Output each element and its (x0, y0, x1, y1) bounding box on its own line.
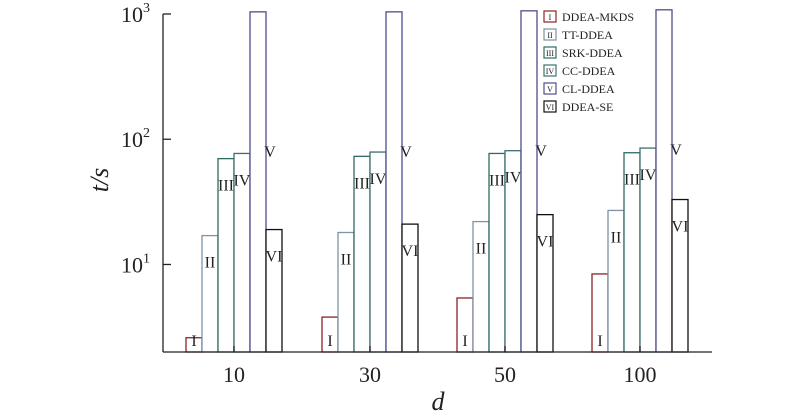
y-axis-label: t/s (85, 168, 114, 193)
bar-marker-label: IV (234, 172, 251, 189)
x-axis-label: d (432, 387, 446, 416)
x-tick-label: 50 (494, 362, 516, 387)
legend-entry-ddea-se: DDEA-SE (562, 100, 613, 114)
bar-marker-label: VI (672, 219, 689, 236)
bar-marker-label: IV (505, 170, 522, 187)
legend-swatch (543, 46, 557, 59)
y-tick-label: 102 (121, 126, 150, 152)
y-tick-exponent: 2 (143, 126, 150, 141)
legend: I DDEA-MKDS II TT-DDEA III SRK-DDEA IV CC-DDEA V… (543, 10, 634, 114)
bar-tt-ddea-10 (201, 234, 219, 353)
y-tick-label: 101 (121, 251, 150, 277)
bar-marker-label: IV (370, 171, 387, 188)
y-tick-label: 103 (121, 1, 150, 27)
bar-marker-label: I (327, 333, 332, 350)
y-tick-exponent: 3 (143, 1, 150, 16)
bar-marker-label: I (462, 333, 467, 350)
bar-marker-label: II (476, 241, 487, 258)
bar-cl-ddea-30 (385, 11, 403, 353)
legend-marker: II (547, 31, 553, 40)
bar-marker-label: III (489, 172, 505, 189)
legend-marker: VI (546, 103, 555, 112)
bar-marker-label: V (400, 144, 412, 161)
legend-entry-ddea-mkds: DDEA-MKDS (562, 10, 634, 24)
bar-marker-label: II (611, 229, 622, 246)
legend-swatch (543, 82, 557, 95)
legend-marker: I (549, 13, 552, 22)
bar-marker-label: VI (266, 249, 283, 266)
y-tick-exponent: 1 (143, 251, 150, 266)
bar-cl-ddea-100 (655, 9, 673, 353)
legend-entry-cc-ddea: CC-DDEA (562, 64, 616, 78)
bar-marker-label: V (535, 143, 547, 160)
legend-entry-srk-ddea: SRK-DDEA (562, 46, 623, 60)
x-tick-label: 10 (223, 362, 245, 387)
bar-cl-ddea-10 (249, 11, 267, 353)
legend-marker: V (547, 85, 553, 94)
bar-marker-label: I (597, 333, 602, 350)
bar-marker-label: VI (402, 243, 419, 260)
legend-swatch (543, 28, 557, 41)
legend-swatch (543, 100, 557, 113)
legend-entry-tt-ddea: TT-DDEA (562, 28, 613, 42)
x-tick-label: 100 (624, 362, 657, 387)
legend-entry-cl-ddea: CL-DDEA (562, 82, 615, 96)
legend-marker: III (546, 49, 554, 58)
legend-swatch (543, 10, 557, 23)
bar-marker-label: VI (537, 234, 554, 251)
bar-marker-label: IV (640, 167, 657, 184)
bar-marker-label: V (670, 142, 682, 159)
bar-marker-label: I (191, 333, 196, 350)
bar-marker-label: III (624, 172, 640, 189)
legend-marker: IV (546, 67, 555, 76)
bar-tt-ddea-30 (337, 231, 355, 353)
bar-marker-label: V (264, 144, 276, 161)
bar-marker-label: III (218, 178, 234, 195)
bar-cl-ddea-50 (520, 10, 538, 353)
bar-marker-label: II (341, 251, 352, 268)
x-tick-label: 30 (359, 362, 381, 387)
bar-marker-label: III (354, 175, 370, 192)
bar-marker-label: II (205, 255, 216, 272)
legend-swatch (543, 64, 557, 77)
